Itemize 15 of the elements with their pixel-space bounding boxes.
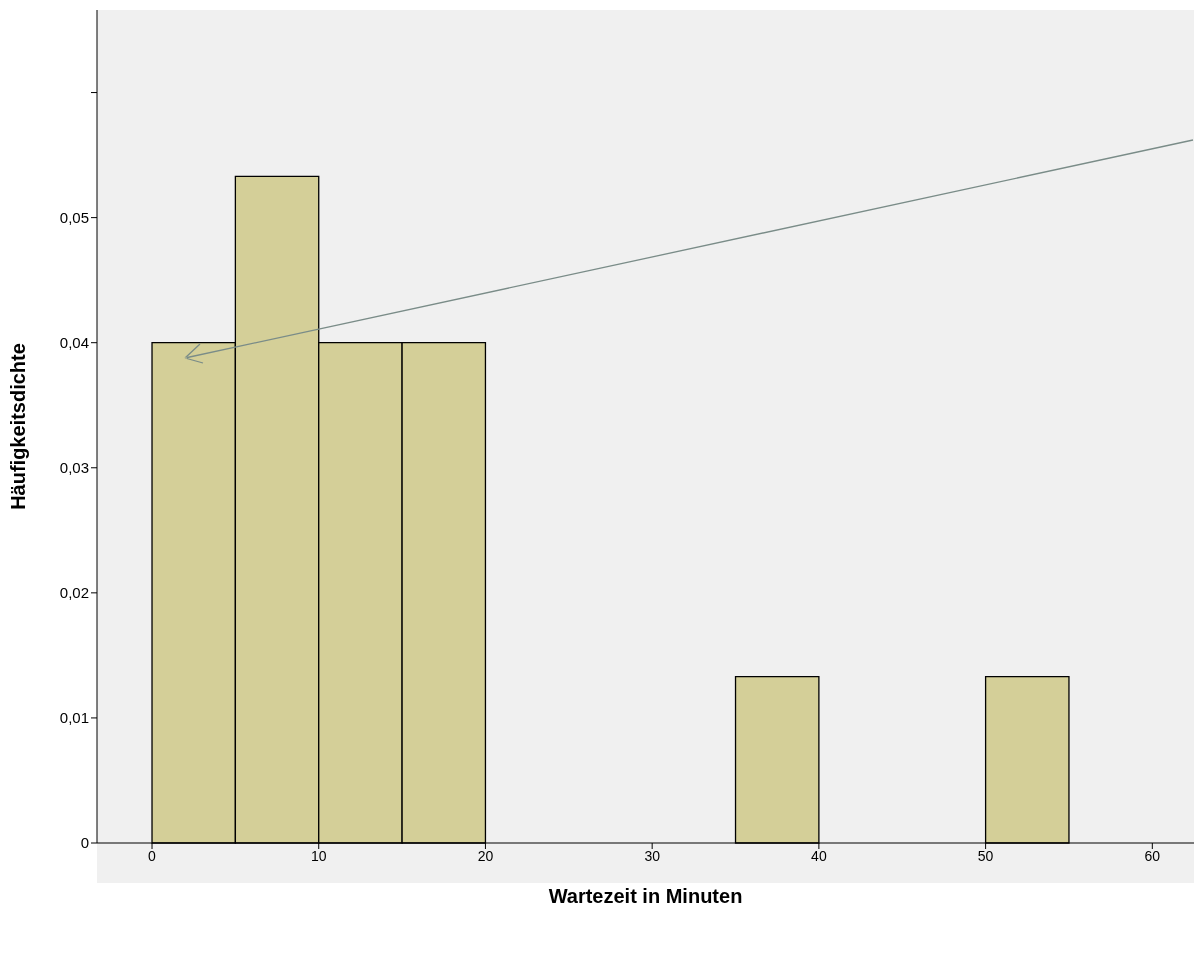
y-tick-label: 0 — [80, 834, 89, 852]
x-tick-label: 40 — [811, 847, 827, 864]
y-tick-label: 0,01 — [59, 709, 89, 727]
x-tick-label: 0 — [148, 847, 157, 864]
x-tick-label: 50 — [977, 847, 994, 864]
y-tick-label: 0,04 — [59, 334, 89, 352]
x-axis-title: Wartezeit in Minuten — [548, 885, 743, 907]
y-tick-label: 0,05 — [59, 208, 89, 226]
x-tick-label: 60 — [1144, 847, 1161, 864]
x-tick-label: 30 — [644, 847, 661, 864]
x-tick-label: 10 — [310, 847, 327, 864]
y-tick-label: 0,02 — [59, 584, 89, 602]
y-tick-label: 0,03 — [59, 459, 89, 477]
y-axis-title: Häufigkeitsdichte — [7, 343, 30, 510]
x-tick-label: 20 — [477, 847, 494, 864]
